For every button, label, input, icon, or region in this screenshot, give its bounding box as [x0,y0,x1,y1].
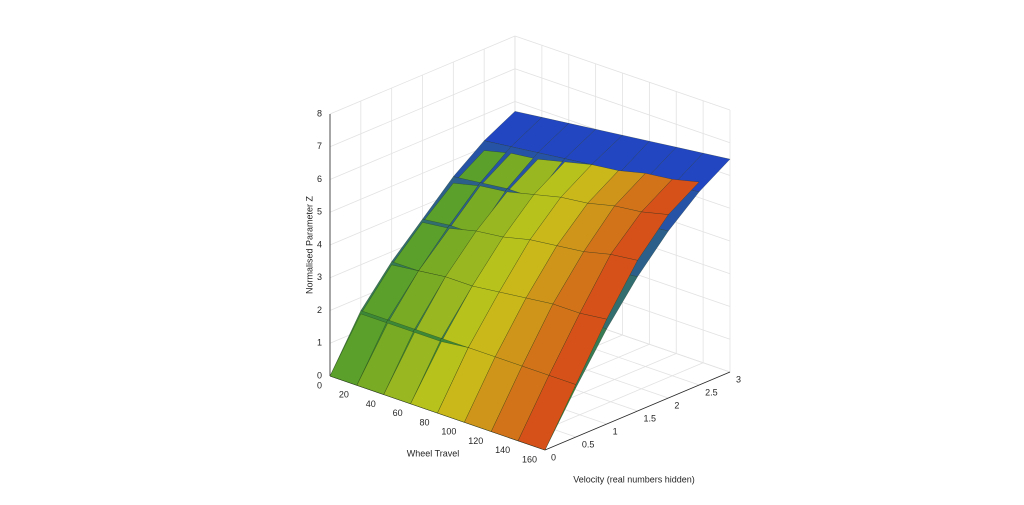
y-tick-label: 2 [674,400,679,410]
y-tick-label: 0 [551,452,556,462]
z-tick-label: 8 [317,108,322,118]
x-axis-label: Wheel Travel [407,448,460,458]
z-axis-label: Normalised Parameter Z [304,195,314,294]
z-tick-label: 5 [317,207,322,217]
x-tick-label: 60 [393,408,403,418]
x-tick-label: 160 [522,454,537,464]
y-tick-label: 3 [736,374,741,384]
y-tick-label: 1 [613,426,618,436]
y-tick-label: 2.5 [705,387,718,397]
y-axis-label: Velocity (real numbers hidden) [573,474,695,484]
x-tick-label: 100 [441,427,456,437]
z-tick-label: 7 [317,141,322,151]
y-tick-label: 0.5 [582,439,595,449]
z-tick-label: 1 [317,338,322,348]
z-tick-label: 6 [317,174,322,184]
x-tick-label: 20 [339,390,349,400]
z-tick-label: 0 [317,370,322,380]
z-tick-label: 2 [317,305,322,315]
y-tick-label: 1.5 [644,413,657,423]
x-tick-label: 140 [495,445,510,455]
surface-face [517,375,577,451]
x-tick-label: 40 [366,399,376,409]
axis-line [544,371,731,451]
z-tick-label: 4 [317,239,322,249]
z-tick-label: 3 [317,272,322,282]
x-tick-label: 80 [419,417,429,427]
x-tick-label: 0 [317,380,322,390]
x-tick-label: 120 [468,436,483,446]
